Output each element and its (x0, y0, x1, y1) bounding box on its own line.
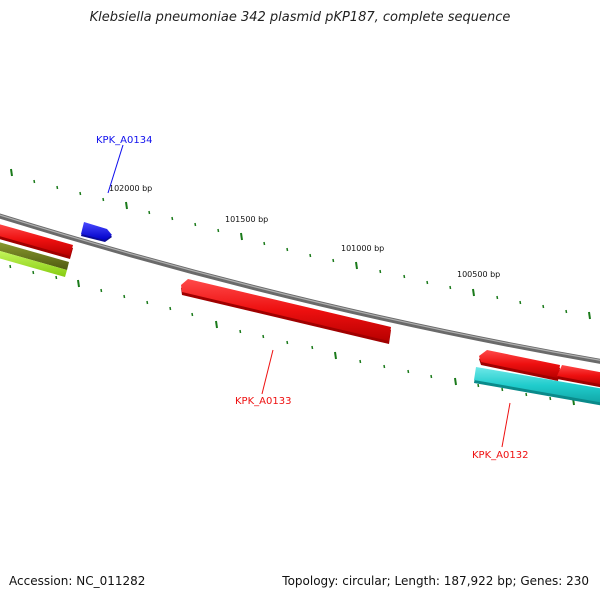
minor-tick (379, 269, 382, 274)
inner-ruler (9, 264, 575, 406)
minor-tick (262, 334, 265, 339)
gene-arrow (0, 224, 73, 256)
accession-text: Accession: NC_011282 (9, 574, 146, 588)
minor-tick (146, 300, 149, 305)
minor-tick (332, 258, 335, 263)
minor-tick (33, 179, 36, 184)
minor-tick (102, 197, 105, 202)
minor-tick (549, 396, 552, 401)
gene-kpk-a0134[interactable] (81, 222, 112, 242)
gene-left-lime[interactable] (0, 249, 67, 277)
gene-arrow (0, 242, 69, 270)
minor-tick (565, 309, 568, 314)
outer-ruler (10, 168, 591, 320)
minor-tick (148, 210, 151, 215)
major-tick (10, 168, 13, 177)
major-tick (215, 320, 218, 329)
sequence-summary: Topology: circular; Length: 187,922 bp; … (282, 574, 589, 588)
gene-right-red[interactable] (557, 365, 600, 389)
major-tick (77, 279, 80, 288)
ruler-label-102000: 102000 bp (109, 184, 152, 193)
gene-arrow (474, 367, 600, 403)
major-tick (588, 311, 591, 320)
minor-tick (263, 241, 266, 246)
minor-tick (496, 295, 499, 300)
gene-kpk-a0132[interactable] (479, 350, 560, 381)
gene-left-olive[interactable] (0, 241, 69, 270)
major-tick (240, 232, 243, 241)
minor-tick (191, 312, 194, 317)
minor-tick (55, 275, 58, 280)
major-tick (454, 377, 457, 386)
minor-tick (239, 329, 242, 334)
leader-kpk-a0134 (107, 144, 124, 194)
gene-kpk-a0133[interactable] (181, 279, 391, 344)
minor-tick (171, 216, 174, 221)
minor-tick (477, 383, 480, 388)
gene-right-cyan[interactable] (474, 367, 600, 407)
gene-arrow (181, 279, 391, 341)
minor-tick (32, 270, 35, 275)
minor-tick (169, 306, 172, 311)
label-kpk-a0133[interactable]: KPK_A0133 (235, 396, 291, 407)
minor-tick (519, 300, 522, 305)
minor-tick (286, 340, 289, 345)
minor-tick (123, 294, 126, 299)
minor-tick (449, 285, 452, 290)
minor-tick (100, 288, 103, 293)
label-kpk-a0132[interactable]: KPK_A0132 (472, 450, 528, 461)
major-tick (472, 288, 475, 297)
minor-tick (217, 228, 220, 233)
minor-tick (407, 369, 410, 374)
minor-tick (194, 222, 197, 227)
map-title: Klebsiella pneumoniae 342 plasmid pKP187… (89, 10, 511, 25)
minor-tick (542, 304, 545, 309)
major-tick (334, 351, 337, 360)
minor-tick (525, 392, 528, 397)
gene-arrow (0, 250, 67, 277)
minor-tick (56, 185, 59, 190)
minor-tick (309, 253, 312, 258)
ruler-label-100500: 100500 bp (457, 270, 500, 279)
minor-tick (286, 247, 289, 252)
gene-left-red[interactable] (0, 223, 73, 259)
ruler-label-101000: 101000 bp (341, 244, 384, 253)
ruler-labels: 102000 bp 101500 bp 101000 bp 100500 bp (109, 184, 500, 279)
backbone (0, 213, 600, 364)
minor-tick (501, 387, 504, 392)
minor-tick (403, 274, 406, 279)
minor-tick (430, 374, 433, 379)
minor-tick (383, 364, 386, 369)
backbone-line (0, 213, 600, 364)
gene-arrow (557, 365, 600, 385)
backbone-highlight (0, 214, 600, 361)
ruler-label-101500: 101500 bp (225, 215, 268, 224)
minor-tick (79, 191, 82, 196)
minor-tick (311, 345, 314, 350)
leader-kpk-a0133 (261, 349, 274, 395)
minor-tick (9, 264, 12, 269)
leader-kpk-a0132 (501, 402, 511, 448)
major-tick (355, 261, 358, 270)
minor-tick (359, 359, 362, 364)
gene-arrow (479, 350, 560, 378)
minor-tick (426, 280, 429, 285)
major-tick (125, 201, 128, 210)
label-kpk-a0134[interactable]: KPK_A0134 (96, 135, 152, 146)
gene-arrow (81, 222, 112, 240)
